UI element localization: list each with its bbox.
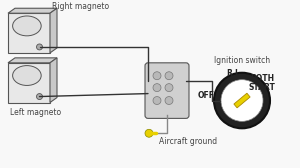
Circle shape (214, 73, 270, 128)
Polygon shape (234, 93, 250, 108)
Polygon shape (8, 58, 57, 63)
Text: R: R (226, 69, 232, 78)
Polygon shape (8, 63, 50, 102)
Circle shape (145, 129, 153, 137)
Text: Aircraft ground: Aircraft ground (159, 137, 217, 146)
Text: START: START (249, 83, 275, 92)
Circle shape (221, 80, 263, 121)
Text: OFF: OFF (197, 91, 214, 100)
Polygon shape (8, 8, 57, 13)
Polygon shape (50, 58, 57, 102)
Circle shape (165, 84, 173, 92)
Circle shape (153, 72, 161, 80)
Circle shape (153, 84, 161, 92)
Circle shape (165, 72, 173, 80)
Ellipse shape (13, 66, 41, 86)
Circle shape (153, 97, 161, 104)
Polygon shape (8, 13, 50, 53)
Text: Left magneto: Left magneto (10, 109, 61, 117)
Text: Ignition switch: Ignition switch (214, 56, 270, 65)
Circle shape (37, 44, 43, 50)
Circle shape (37, 94, 43, 99)
Circle shape (165, 97, 173, 104)
Ellipse shape (13, 16, 41, 36)
Text: BOTH: BOTH (250, 74, 274, 83)
Text: Right magneto: Right magneto (52, 2, 109, 11)
FancyBboxPatch shape (145, 63, 189, 118)
Polygon shape (50, 8, 57, 53)
Text: L: L (235, 69, 239, 78)
